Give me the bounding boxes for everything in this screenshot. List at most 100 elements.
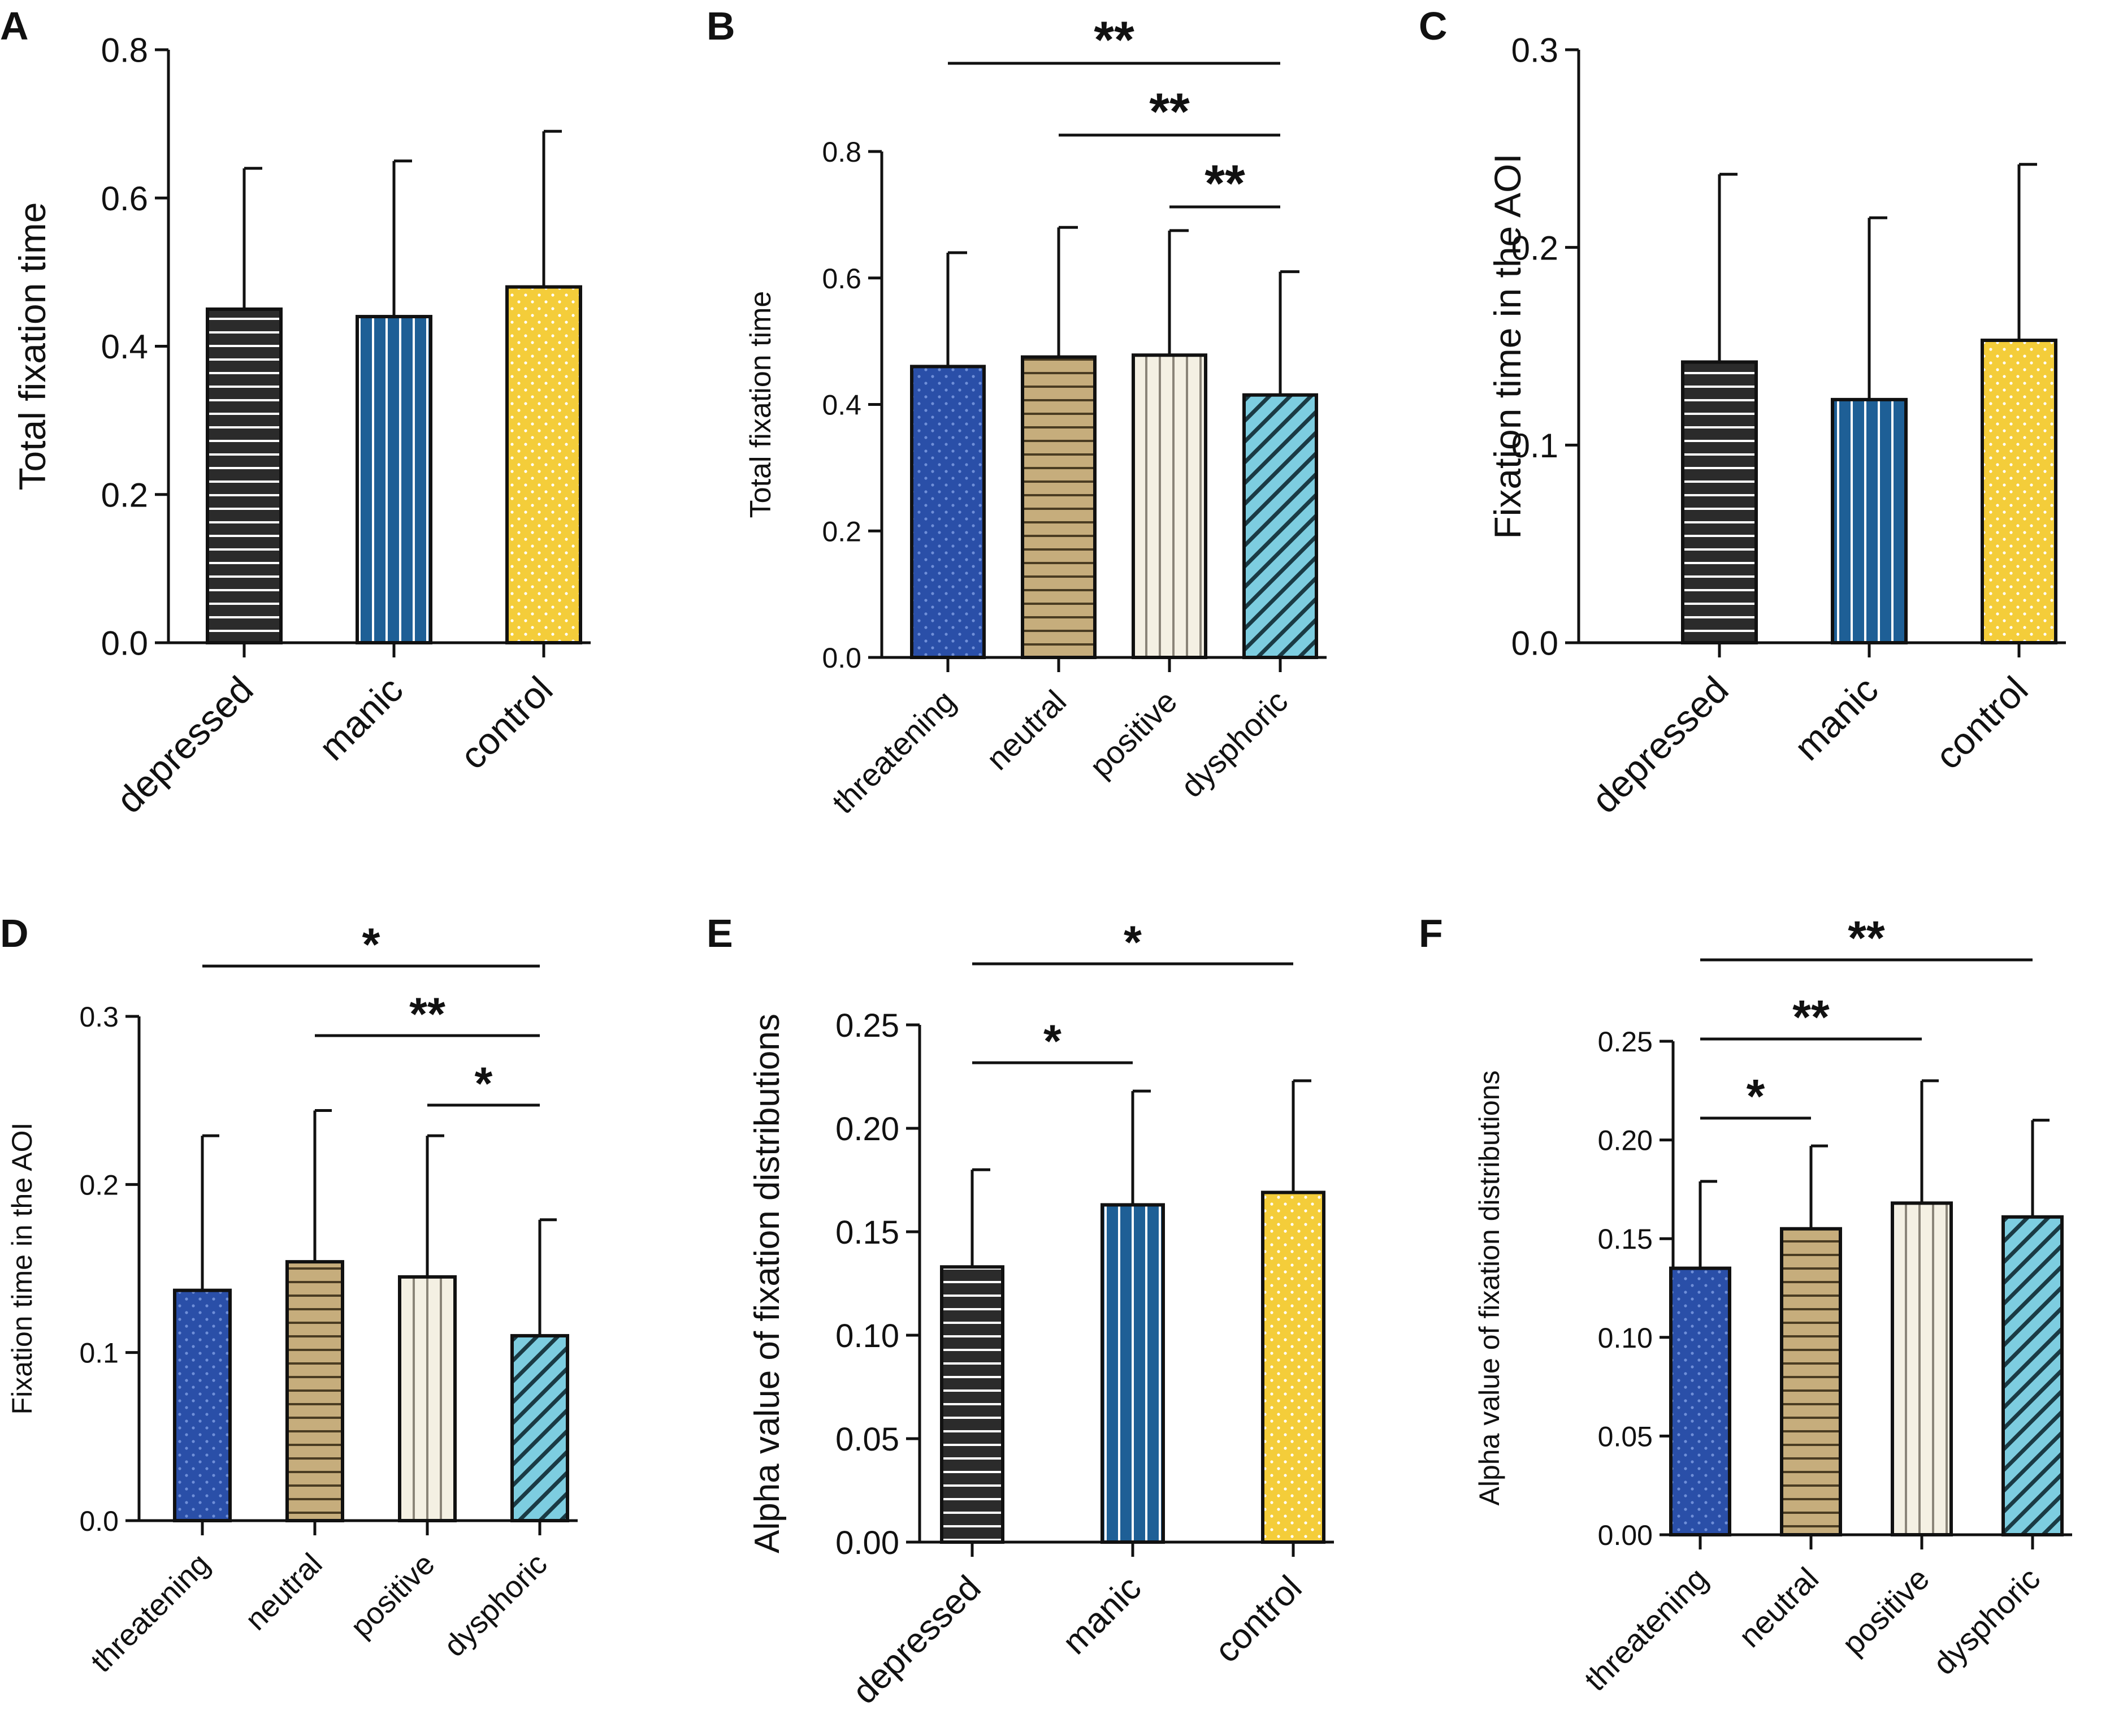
- bar-manic: [1101, 1203, 1165, 1544]
- category-label: control: [452, 668, 560, 777]
- y-tick-label: 0.8: [101, 32, 148, 70]
- category-label: dysphoric: [437, 1547, 554, 1663]
- y-tick-label: 0.15: [1598, 1223, 1653, 1255]
- bar-threatening: [173, 1288, 232, 1522]
- category-label: positive: [1082, 683, 1184, 785]
- category-label: neutral: [239, 1547, 328, 1637]
- bar-neutral: [1021, 355, 1097, 659]
- panel-letter: D: [0, 911, 29, 955]
- y-tick-label: 0.6: [101, 180, 148, 218]
- y-tick-label: 0.15: [835, 1214, 899, 1251]
- panel-letter: E: [707, 911, 733, 955]
- significance-stars: **: [1149, 83, 1190, 141]
- y-axis-label: Alpha value of fixation distributions: [1474, 1071, 1505, 1506]
- y-tick-label: 0.4: [822, 389, 861, 421]
- y-tick-label: 0.00: [835, 1525, 899, 1561]
- bar-positive: [398, 1275, 457, 1523]
- significance-stars: *: [475, 1058, 493, 1110]
- category-label: threatening: [825, 683, 963, 821]
- bar-manic: [1831, 397, 1908, 644]
- bar-manic: [356, 315, 432, 644]
- y-axis-label: Fixation time in the AOI: [6, 1123, 38, 1415]
- category-label: manic: [311, 668, 411, 768]
- category-label: manic: [1055, 1568, 1149, 1662]
- bar-control: [505, 285, 582, 645]
- panel-b: B 0.0 0.2 0.4 0.6 0.8 Total fixation time threa…: [707, 4, 1327, 820]
- bar-control: [1261, 1190, 1325, 1544]
- significance-stars: *: [362, 919, 380, 971]
- category-label: manic: [1786, 668, 1886, 768]
- panel-f: F 0.00 0.05 0.10 0.15 0.20 0.25 Alpha value of …: [1419, 911, 2072, 1698]
- y-tick-label: 0.3: [1511, 32, 1558, 70]
- category-label: dysphoric: [1926, 1561, 2047, 1682]
- category-label: neutral: [980, 683, 1073, 777]
- y-axis-label: Fixation time in the AOI: [1487, 153, 1528, 539]
- bar-threatening: [910, 365, 986, 659]
- y-tick-label: 0.4: [101, 328, 148, 366]
- category-label: depressed: [845, 1568, 989, 1712]
- y-tick-label: 0.1: [1511, 427, 1558, 465]
- bar-depressed: [206, 307, 283, 644]
- significance-stars: *: [1747, 1070, 1765, 1123]
- category-label: threatening: [84, 1547, 216, 1679]
- bar-control: [1981, 339, 2057, 644]
- y-tick-label: 0.0: [822, 642, 861, 674]
- y-tick-label: 0.00: [1598, 1519, 1653, 1551]
- category-label: control: [1927, 668, 2035, 777]
- panel-letter: A: [0, 4, 29, 48]
- y-tick-label: 0.10: [835, 1318, 899, 1354]
- y-tick-label: 0.0: [1511, 625, 1558, 663]
- panel-a: A 0.0 0.2 0.4 0.6 0.8 Total fixation time depre…: [0, 4, 591, 821]
- y-axis-label: Total fixation time: [744, 291, 777, 518]
- panel-d: D 0.0 0.1 0.2 0.3 Fixation time in the AOI thr…: [0, 911, 578, 1679]
- bar-dysphoric: [510, 1334, 569, 1523]
- y-tick-label: 0.3: [79, 1001, 119, 1033]
- panel-c: C 0.0 0.1 0.2 0.3 Fixation time in the AOI dep…: [1419, 4, 2066, 821]
- category-label: dysphoric: [1173, 683, 1294, 804]
- category-label: positive: [1835, 1561, 1936, 1662]
- significance-stars: *: [1124, 917, 1142, 968]
- y-tick-label: 0.2: [79, 1169, 119, 1201]
- panel-letter: B: [707, 4, 735, 48]
- y-axis-label: Alpha value of fixation distributions: [748, 1014, 787, 1553]
- y-tick-label: 0.0: [101, 625, 148, 663]
- panel-e: E 0.00 0.05 0.10 0.15 0.20 0.25 Alpha value of …: [707, 911, 1334, 1712]
- panel-letter: F: [1419, 911, 1443, 955]
- significance-stars: **: [1205, 155, 1245, 213]
- y-tick-label: 0.2: [822, 516, 861, 547]
- y-tick-label: 0.10: [1598, 1322, 1653, 1354]
- significance-stars: **: [409, 989, 445, 1040]
- y-tick-label: 0.20: [1598, 1125, 1653, 1157]
- y-tick-label: 0.6: [822, 263, 861, 295]
- y-tick-label: 0.1: [79, 1337, 119, 1369]
- category-label: control: [1207, 1568, 1309, 1670]
- y-tick-label: 0.25: [1598, 1026, 1653, 1058]
- y-tick-label: 0.2: [101, 476, 148, 514]
- category-label: depressed: [1583, 668, 1736, 821]
- bar-positive: [1891, 1201, 1953, 1536]
- significance-stars: **: [1094, 11, 1134, 69]
- y-tick-label: 0.05: [835, 1421, 899, 1458]
- y-tick-label: 0.20: [835, 1111, 899, 1148]
- bar-dysphoric: [1242, 393, 1318, 659]
- significance-stars: **: [1792, 990, 1830, 1044]
- bar-positive: [1132, 353, 1207, 659]
- bar-neutral: [285, 1260, 344, 1523]
- y-tick-label: 0.0: [79, 1505, 119, 1537]
- category-label: depressed: [108, 668, 261, 821]
- y-axis-label: Total fixation time: [11, 202, 53, 491]
- y-tick-label: 0.25: [835, 1007, 899, 1044]
- category-label: neutral: [1732, 1561, 1826, 1655]
- y-tick-label: 0.05: [1598, 1421, 1653, 1452]
- y-tick-label: 0.8: [822, 136, 861, 168]
- panel-letter: C: [1419, 4, 1448, 48]
- bar-threatening: [1669, 1266, 1731, 1537]
- bar-neutral: [1780, 1227, 1842, 1536]
- category-label: positive: [344, 1547, 441, 1644]
- significance-stars: **: [1848, 911, 1885, 964]
- bar-dysphoric: [2001, 1215, 2064, 1537]
- y-tick-label: 0.2: [1511, 229, 1558, 267]
- category-label: threatening: [1578, 1561, 1715, 1698]
- significance-stars: *: [1043, 1016, 1062, 1067]
